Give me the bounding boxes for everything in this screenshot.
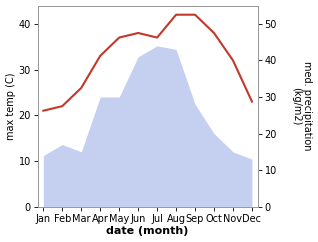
Y-axis label: max temp (C): max temp (C) (5, 72, 16, 140)
Y-axis label: med. precipitation
(kg/m2): med. precipitation (kg/m2) (291, 61, 313, 151)
X-axis label: date (month): date (month) (107, 227, 189, 236)
